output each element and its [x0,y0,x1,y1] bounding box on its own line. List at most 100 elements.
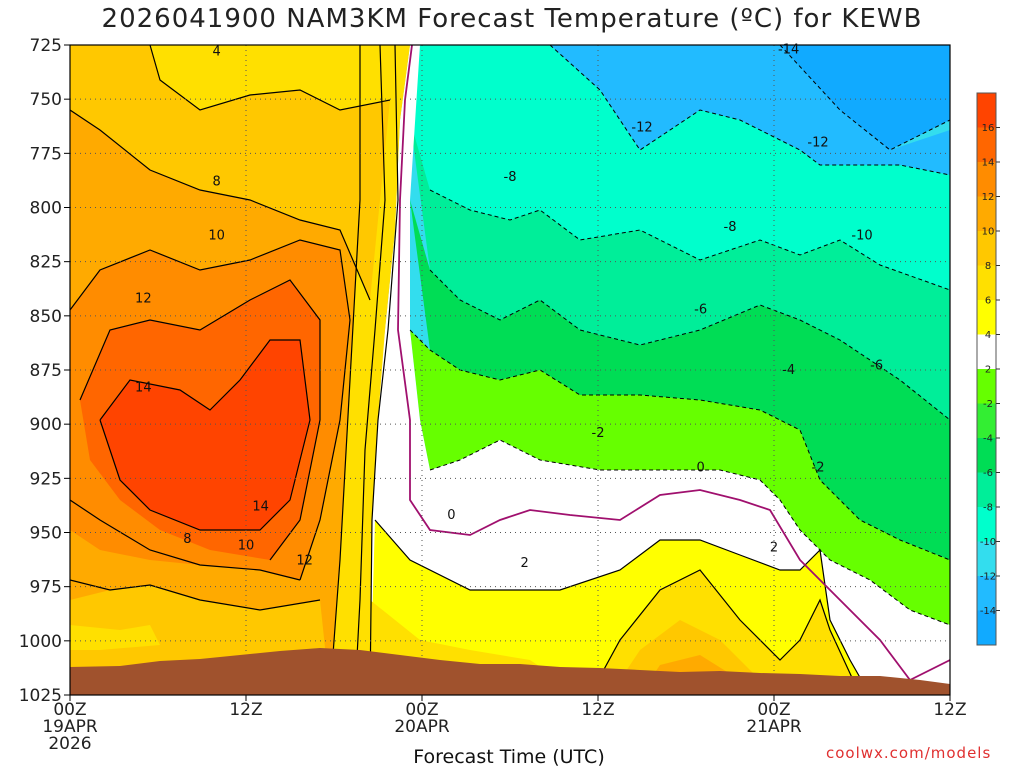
colorbar-label: 8 [985,261,991,272]
contour-label: -14 [778,42,799,57]
contour-label: 4 [213,45,221,60]
x-tick-label: 2026 [48,734,91,754]
colorbar-swatch [977,369,996,404]
x-tick-label: 12Z [229,700,262,720]
x-tick-label: 00Z [405,700,438,720]
contour-label: 12 [296,554,313,569]
colorbar-label: 12 [982,192,995,203]
x-tick-label: 21APR [746,717,802,737]
contour-line-warm-2 [70,109,371,301]
colorbar-swatch [977,231,996,266]
colorbar-swatch [977,438,996,473]
contour-label: 14 [252,500,269,515]
x-tick-label: 12Z [581,700,614,720]
y-tick-label: 775 [30,144,62,164]
contour-line-minus-4 [429,439,950,626]
contour-label: 8 [213,175,221,190]
colorbar-label: -4 [983,434,993,445]
y-tick-label: 750 [30,90,62,110]
contour-line-plus-2 [374,519,871,695]
contour-label: 0 [447,508,455,523]
y-tick-label: 925 [30,469,62,489]
contour-line-minus-6 [429,269,950,421]
contour-line-front-3 [369,45,399,695]
x-tick-label: 19APR [42,717,98,737]
colorbar-label: 4 [985,330,991,341]
y-tick-label: 825 [30,253,62,273]
contour-label: 8 [183,532,191,547]
minus-4-fill [410,330,950,625]
colorbar-label: 6 [985,296,991,307]
contour-label: -4 [782,363,795,378]
y-tick-label: 800 [30,199,62,219]
contour-line-warm-4 [79,279,321,561]
terrain-fill [70,648,950,695]
colorbar-label: -10 [980,537,996,548]
plus-6-top-fill [70,45,390,300]
x-axis-title: Forecast Time (UTC) [413,746,604,768]
colorbar-swatch [977,507,996,542]
colorbar-swatch [977,472,996,507]
contour-line-warm-6 [70,499,301,581]
plot-area [70,45,950,695]
contour-label: 0 [697,461,705,476]
colorbar-label: -12 [980,572,996,583]
y-tick-label: 1000 [19,632,62,652]
contour-label: -12 [807,136,828,151]
credit-link[interactable]: coolwx.com/models [826,744,992,762]
zero-contour-line [397,45,950,682]
contour-line-warm-3 [70,239,351,581]
colorbar-swatch [977,610,996,645]
contour-label: 14 [135,380,152,395]
minus-10-fill [410,45,950,290]
colorbar-label: 16 [982,123,995,134]
contour-label: -8 [724,220,737,235]
colorbar-swatch [977,576,996,611]
minus-12-fill [550,45,950,175]
contour-line-warm-5 [99,339,311,531]
contour-label: -2 [592,426,605,441]
colorbar-swatch [977,300,996,335]
contour-label: -8 [504,170,517,185]
x-tick-label: 12Z [933,700,966,720]
x-tick-label: 00Z [53,700,86,720]
colorbar-label: -8 [983,503,993,514]
x-tick-label: 20APR [394,717,450,737]
y-tick-label: 850 [30,307,62,327]
contour-line-warm-1 [149,45,391,111]
y-tick-label: 900 [30,415,62,435]
plus-14-fill [100,340,310,530]
contour-line-minus-10 [549,45,950,176]
contour-line-minus-12 [779,45,950,151]
x-tick-label: 00Z [757,700,790,720]
colorbar-swatch [977,162,996,197]
contour-label: 2 [521,556,529,571]
colorbar-label: 2 [985,365,991,376]
colorbar-label: -6 [983,468,993,479]
minus-8-fill [410,120,950,420]
y-tick-label: 950 [30,524,62,544]
y-tick-label: 725 [30,36,62,56]
contour-line-front-1 [329,45,361,695]
contour-label: -12 [631,120,652,135]
plus-2-bottom-fill [70,625,160,650]
minus-6-fill [410,200,950,560]
colorbar-label: 14 [982,158,995,169]
contour-line-front-2 [354,45,386,695]
contour-label: -2 [812,461,825,476]
y-tick-label: 875 [30,361,62,381]
contour-label: 10 [238,539,255,554]
y-tick-label: 975 [30,578,62,598]
contour-line-plus-4 [589,569,861,695]
contour-label: -10 [851,229,872,244]
minus-14-fill [780,45,950,150]
colorbar-swatch [977,93,996,128]
colorbar-swatch [977,265,996,300]
contour-label: -6 [694,302,707,317]
contour-line-minus-2 [409,329,950,561]
plus-4-top-fill [150,45,390,110]
colorbar-label: -14 [980,606,996,617]
contour-line-warm-7 [70,579,321,611]
colorbar-swatch [977,127,996,162]
